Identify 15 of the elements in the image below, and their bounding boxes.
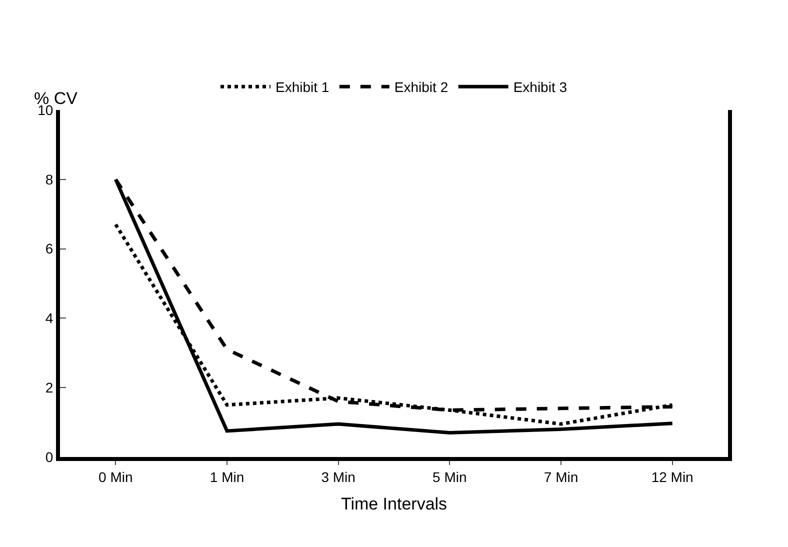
y-tick-label: 6 [45, 240, 54, 257]
legend-label: Exhibit 3 [513, 79, 568, 96]
x-tick-label: 1 Min [210, 468, 244, 485]
x-tick-label: 0 Min [98, 468, 133, 485]
legend-label: Exhibit 2 [394, 79, 448, 96]
y-tick-label: 2 [45, 380, 54, 396]
x-tick-label: 12 Min [651, 468, 694, 485]
x-tick-label: 7 Min [544, 468, 578, 485]
x-tick-label: 5 Min [432, 468, 467, 485]
legend-label: Exhibit 1 [276, 79, 330, 96]
x-tick-label: 3 Min [321, 468, 356, 485]
y-tick-label: 4 [45, 310, 54, 326]
x-axis-title: Time Intervals [340, 494, 448, 514]
y-tick-label: 0 [45, 448, 54, 465]
y-tick-label: 8 [45, 171, 54, 188]
